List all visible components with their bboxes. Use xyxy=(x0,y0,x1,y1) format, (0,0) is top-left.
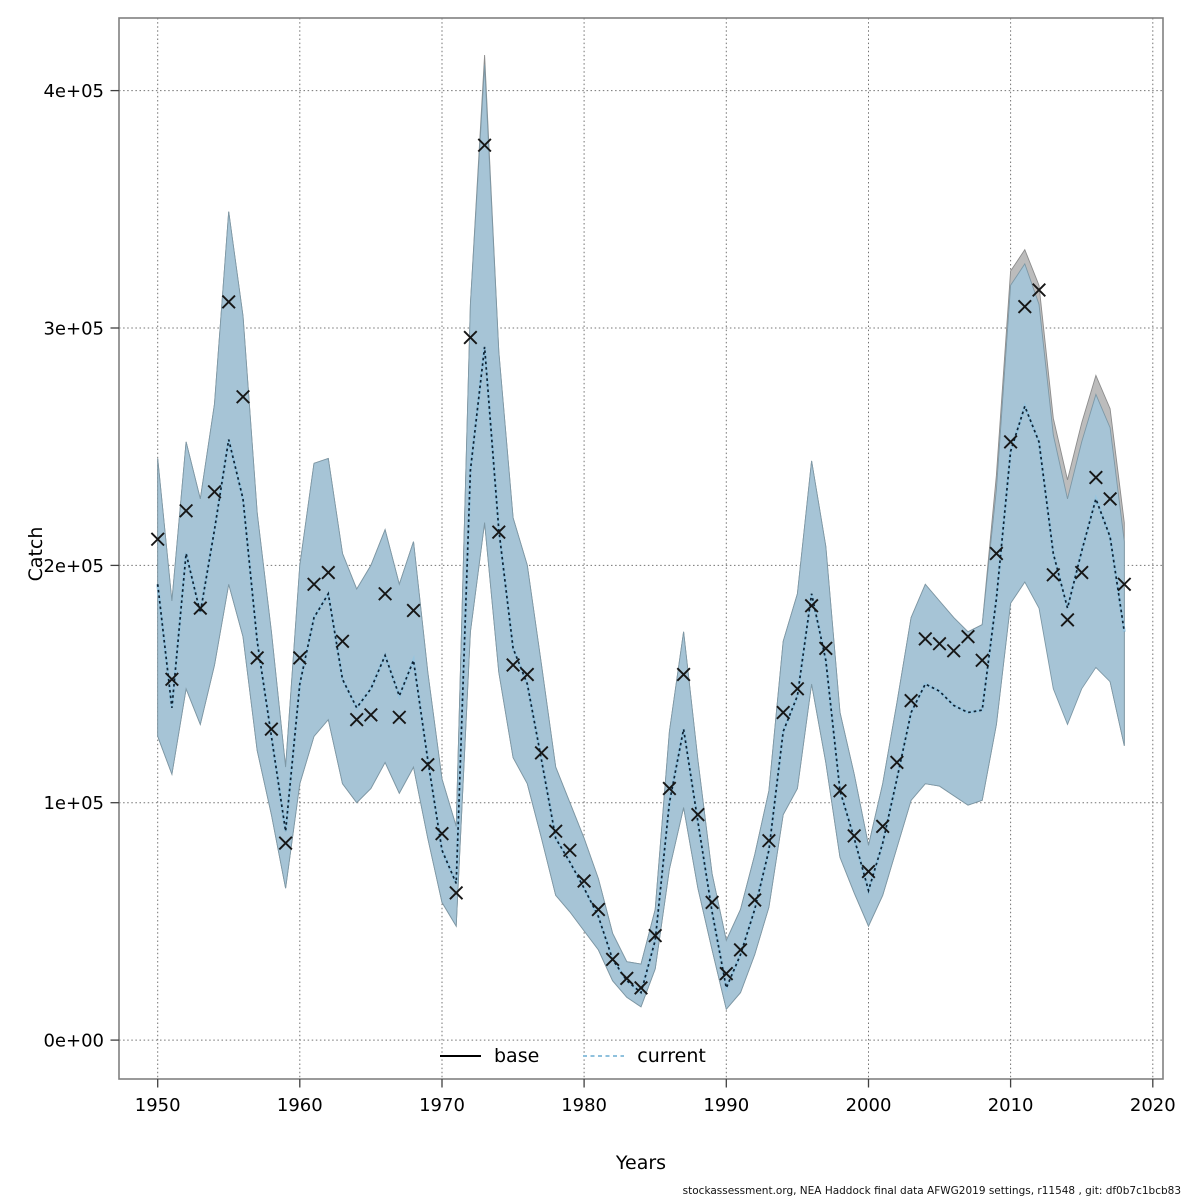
catch-x-marker xyxy=(719,966,734,981)
catch-x-marker xyxy=(833,783,847,798)
catch-x-marker xyxy=(591,902,606,917)
catch-x-marker xyxy=(577,874,592,888)
plot-border xyxy=(118,17,1164,1080)
catch-x-marker xyxy=(463,330,478,345)
catch-x-marker xyxy=(378,586,393,601)
x-axis-title-text: Years xyxy=(615,1152,667,1174)
catch-x-marker xyxy=(449,885,464,900)
catch-x-marker xyxy=(648,928,663,943)
x-tick-label: 1960 xyxy=(277,1095,323,1116)
catch-x-marker xyxy=(946,643,961,658)
catch-x-marker xyxy=(193,601,208,616)
catch-x-marker xyxy=(918,631,933,646)
x-tick-label: 1950 xyxy=(135,1095,181,1116)
catch-x-marker xyxy=(1103,491,1118,506)
legend-base-line-sample xyxy=(440,1054,481,1058)
catch-x-marker xyxy=(491,525,506,540)
catch-x-marker xyxy=(349,712,364,727)
legend-current-label: current xyxy=(637,1045,706,1067)
catch-x-marker xyxy=(1074,565,1089,580)
catch-x-marker xyxy=(1046,567,1061,582)
catch-x-marker xyxy=(236,389,250,404)
catch-x-marker xyxy=(932,636,947,651)
x-tick-label: 1970 xyxy=(419,1095,465,1116)
catch-x-marker xyxy=(1117,577,1132,592)
catch-x-marker xyxy=(307,577,321,592)
catch-x-marker xyxy=(420,757,435,772)
catch-x-marker xyxy=(250,650,265,665)
catch-x-marker xyxy=(889,755,904,770)
catch-x-marker xyxy=(861,864,876,879)
catch-x-marker xyxy=(605,952,620,967)
catch-x-marker xyxy=(676,667,691,682)
catch-x-marker xyxy=(363,707,378,722)
catch-x-marker xyxy=(1017,299,1032,314)
catch-x-marker xyxy=(548,824,563,839)
catch-x-marker xyxy=(164,672,179,687)
x-tick-label: 2000 xyxy=(846,1095,892,1116)
catch-x-marker xyxy=(804,598,819,613)
catch-x-marker xyxy=(562,843,577,858)
catch-x-marker xyxy=(179,503,194,518)
catch-x-marker xyxy=(335,634,350,649)
catch-x-marker xyxy=(733,942,748,957)
figure-caption: stockassessment.org, NEA Haddock final d… xyxy=(682,1185,1181,1197)
x-tick-label: 2020 xyxy=(1130,1095,1176,1116)
catch-x-marker xyxy=(506,658,521,672)
y-axis-title-text: Catch xyxy=(25,526,47,582)
x-tick-label: 2010 xyxy=(988,1095,1034,1116)
catch-x-marker xyxy=(1032,283,1046,297)
catch-x-marker xyxy=(1003,434,1018,449)
catch-x-marker xyxy=(634,980,648,995)
catch-x-marker xyxy=(278,836,293,851)
catch-x-marker xyxy=(818,641,833,656)
legend: base current xyxy=(440,1044,706,1068)
y-tick-label: 0e+00 xyxy=(43,1031,104,1052)
current-fit-line xyxy=(156,346,1126,995)
y-tick-label: 2e+05 xyxy=(43,556,104,577)
catch-x-marker xyxy=(435,826,449,841)
catch-x-marker xyxy=(406,603,421,618)
catch-x-marker xyxy=(790,681,805,696)
x-axis-title: Years xyxy=(616,1152,666,1174)
catch-x-marker xyxy=(520,667,535,682)
catch-x-marker xyxy=(534,745,549,760)
catch-x-marker xyxy=(1088,470,1103,485)
y-tick-label: 4e+05 xyxy=(43,81,104,102)
catch-x-marker xyxy=(392,710,407,725)
catch-x-marker xyxy=(875,819,890,834)
catch-x-marker xyxy=(321,565,336,580)
legend-current-line-sample xyxy=(583,1054,625,1058)
catch-x-marker xyxy=(619,971,634,986)
catch-x-marker xyxy=(150,532,165,547)
catch-x-marker xyxy=(705,895,720,910)
catch-x-marker xyxy=(221,294,236,309)
x-tick-label: 1990 xyxy=(703,1095,749,1116)
catch-x-marker xyxy=(477,138,492,153)
catch-x-marker xyxy=(776,705,791,720)
y-tick-label: 1e+05 xyxy=(43,793,104,814)
base-confidence-band xyxy=(157,54,1125,1011)
legend-base-label: base xyxy=(494,1045,540,1067)
catch-x-marker xyxy=(847,828,862,843)
catch-x-marker xyxy=(961,629,975,644)
catch-x-marker xyxy=(264,722,279,737)
x-tick-label: 1980 xyxy=(561,1095,607,1116)
catch-x-marker xyxy=(690,807,705,822)
y-tick-label: 3e+05 xyxy=(43,319,104,340)
catch-x-marker xyxy=(292,650,307,665)
catch-x-marker xyxy=(662,781,677,796)
catch-x-marker xyxy=(989,546,1004,561)
catch-x-marker xyxy=(761,833,776,848)
catch-x-marker xyxy=(207,484,222,499)
current-confidence-band xyxy=(157,64,1125,1011)
catch-x-marker xyxy=(1060,612,1075,627)
catch-x-marker xyxy=(904,693,919,708)
catch-x-marker xyxy=(975,653,990,668)
catch-x-marker xyxy=(747,893,762,907)
